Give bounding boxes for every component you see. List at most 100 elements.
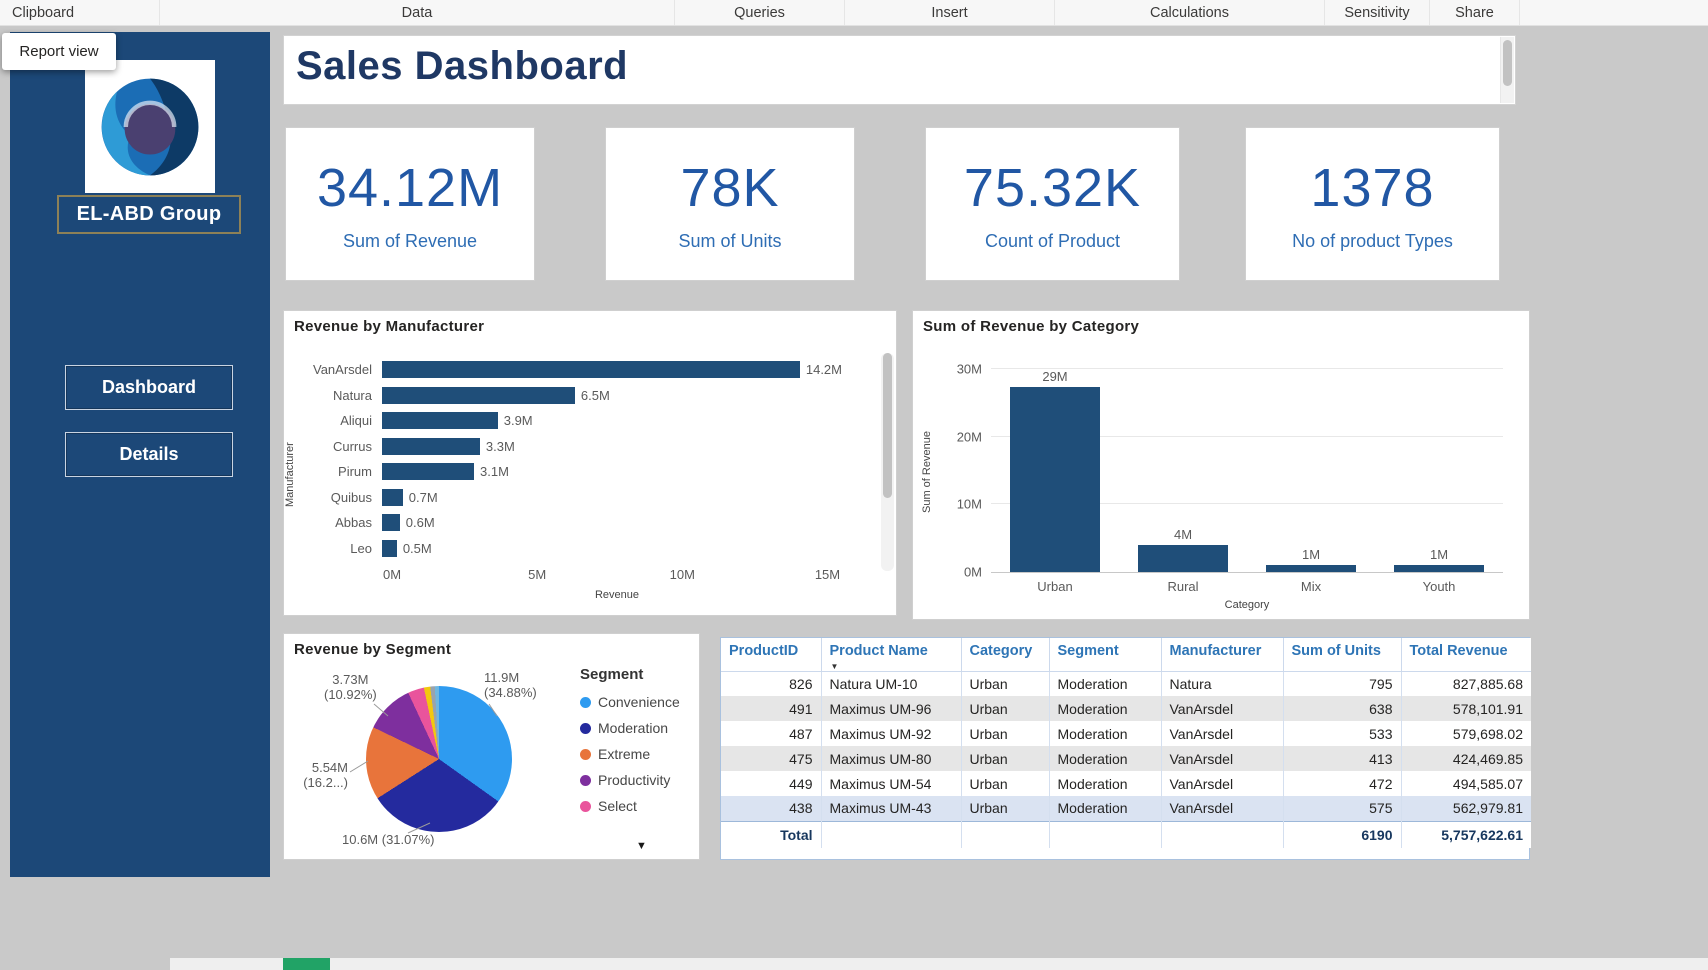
sidebar-item-dashboard[interactable]: Dashboard — [65, 365, 233, 410]
column-header[interactable]: Total Revenue — [1401, 638, 1531, 672]
revenue-bar[interactable] — [382, 386, 575, 404]
menu-queries[interactable]: Queries — [675, 0, 845, 25]
bar-column: 4M Rural — [1138, 369, 1228, 594]
revenue-bar[interactable] — [1138, 544, 1228, 572]
table-cell[interactable]: VanArsdel — [1161, 796, 1284, 821]
title-scrollbar[interactable] — [1500, 37, 1514, 103]
column-header[interactable]: Manufacturer — [1161, 638, 1284, 672]
revenue-bar[interactable] — [382, 463, 474, 481]
columns: 29M Urban 4M Rural 1M Mix 1M Youth — [991, 369, 1503, 594]
table-cell[interactable]: 826 — [721, 671, 822, 696]
legend-item[interactable]: Productivity — [580, 772, 680, 788]
column-header[interactable]: Segment — [1049, 638, 1162, 672]
table-cell[interactable]: 449 — [721, 771, 822, 796]
table-cell[interactable]: Urban — [961, 671, 1050, 696]
table-cell[interactable]: 438 — [721, 796, 822, 821]
chevron-down-icon[interactable]: ▼ — [636, 840, 647, 852]
kpi-sum-of-revenue[interactable]: 34.12M Sum of Revenue — [285, 127, 535, 281]
table-row[interactable]: 449 Maximus UM-54 Urban Moderation VanArsdel… — [721, 771, 1531, 796]
table-cell[interactable]: 579,698.02 — [1452, 725, 1523, 742]
chart-scrollbar[interactable] — [881, 353, 894, 571]
sort-descending-icon[interactable]: ▼ — [830, 661, 839, 671]
table-row[interactable]: 826 Natura UM-10 Urban Moderation Natura 795 8… — [721, 671, 1531, 696]
page-tab[interactable] — [283, 958, 330, 970]
kpi-sum-of-units[interactable]: 78K Sum of Units — [605, 127, 855, 281]
table-cell[interactable]: Natura — [1161, 671, 1284, 696]
menu-share[interactable]: Share — [1430, 0, 1520, 25]
page-tab-strip — [170, 958, 1708, 970]
table-cell[interactable]: Maximus UM-80 — [821, 746, 962, 771]
sidebar-item-details[interactable]: Details — [65, 432, 233, 477]
table-cell[interactable]: 413 — [1283, 746, 1402, 771]
table-cell[interactable]: 638 — [1283, 696, 1402, 721]
revenue-bar[interactable] — [382, 539, 397, 557]
table-cell[interactable]: Natura UM-10 — [821, 671, 962, 696]
table-cell[interactable]: Moderation — [1049, 746, 1162, 771]
table-cell[interactable]: Urban — [961, 746, 1050, 771]
table-cell[interactable]: 575 — [1283, 796, 1402, 821]
table-cell[interactable]: 487 — [721, 721, 822, 746]
table-cell[interactable]: 533 — [1283, 721, 1402, 746]
table-row[interactable]: 475 Maximus UM-80 Urban Moderation VanArsdel… — [721, 746, 1531, 771]
legend-item[interactable]: Moderation — [580, 720, 680, 736]
table-cell[interactable]: Urban — [961, 771, 1050, 796]
table-cell[interactable]: VanArsdel — [1161, 721, 1284, 746]
column-header[interactable]: Category — [961, 638, 1050, 672]
table-cell[interactable]: Moderation — [1049, 796, 1162, 821]
revenue-bar[interactable] — [1010, 387, 1100, 572]
menu-clipboard[interactable]: Clipboard — [0, 0, 160, 25]
legend-item[interactable]: Extreme — [580, 746, 680, 762]
table-cell[interactable]: Maximus UM-54 — [821, 771, 962, 796]
table-row[interactable]: 491 Maximus UM-96 Urban Moderation VanArsdel… — [721, 696, 1531, 721]
revenue-bar[interactable] — [382, 514, 400, 532]
table-cell[interactable]: 795 — [1283, 671, 1402, 696]
table-cell[interactable]: Maximus UM-43 — [821, 796, 962, 821]
table-cell[interactable]: 578,101.91 — [1452, 700, 1523, 717]
kpi-count-of-product[interactable]: 75.32K Count of Product — [925, 127, 1180, 281]
kpi-product-types[interactable]: 1378 No of product Types — [1245, 127, 1500, 281]
table-cell[interactable]: VanArsdel — [1161, 696, 1284, 721]
revenue-bar[interactable] — [382, 412, 498, 430]
table-cell[interactable]: 424,469.85 — [1452, 750, 1523, 767]
table-cell[interactable]: Maximus UM-96 — [821, 696, 962, 721]
table-cell[interactable]: VanArsdel — [1161, 771, 1284, 796]
menu-insert[interactable]: Insert — [845, 0, 1055, 25]
revenue-bar[interactable] — [1394, 565, 1484, 572]
column-header[interactable]: ProductID — [721, 638, 822, 672]
table-cell[interactable]: Maximus UM-92 — [821, 721, 962, 746]
table-row[interactable]: 487 Maximus UM-92 Urban Moderation VanArsdel… — [721, 721, 1531, 746]
table-cell[interactable]: 562,979.81 — [1452, 800, 1523, 817]
menu-sensitivity[interactable]: Sensitivity — [1325, 0, 1430, 25]
legend-label: Productivity — [598, 772, 671, 788]
scrollbar-thumb[interactable] — [1503, 40, 1512, 86]
table-cell[interactable]: Moderation — [1049, 671, 1162, 696]
table-cell[interactable]: VanArsdel — [1161, 746, 1284, 771]
menu-calculations[interactable]: Calculations — [1055, 0, 1325, 25]
swirl-logo-icon — [101, 78, 199, 175]
table-cell[interactable]: Moderation — [1049, 771, 1162, 796]
pie-chart[interactable] — [366, 686, 512, 832]
table-cell[interactable]: 494,585.07 — [1452, 775, 1523, 792]
column-header[interactable]: Product Name ▼ — [821, 638, 962, 672]
table-cell[interactable]: 472 — [1283, 771, 1402, 796]
legend-item[interactable]: Select — [580, 798, 680, 814]
table-cell[interactable]: Moderation — [1049, 721, 1162, 746]
revenue-bar[interactable] — [382, 437, 480, 455]
legend-item[interactable]: Convenience — [580, 694, 680, 710]
table-cell[interactable]: Moderation — [1049, 696, 1162, 721]
revenue-bar[interactable] — [1266, 565, 1356, 572]
revenue-bar[interactable] — [382, 488, 403, 506]
table-cell[interactable]: Urban — [961, 696, 1050, 721]
table-cell[interactable]: 827,885.68 — [1452, 675, 1523, 692]
menu-data[interactable]: Data — [160, 0, 675, 25]
column-header[interactable]: Sum of Units — [1283, 638, 1402, 672]
category-tick-label: Leo — [350, 540, 372, 556]
table-cell[interactable]: 475 — [721, 746, 822, 771]
bar-row: Pirum 3.1M — [294, 459, 842, 485]
table-cell[interactable]: Urban — [961, 721, 1050, 746]
table-cell[interactable]: 491 — [721, 696, 822, 721]
revenue-bar[interactable] — [382, 361, 800, 379]
table-row[interactable]: 438 Maximus UM-43 Urban Moderation VanArsdel… — [721, 796, 1531, 821]
scrollbar-thumb[interactable] — [883, 353, 892, 498]
table-cell[interactable]: Urban — [961, 796, 1050, 821]
